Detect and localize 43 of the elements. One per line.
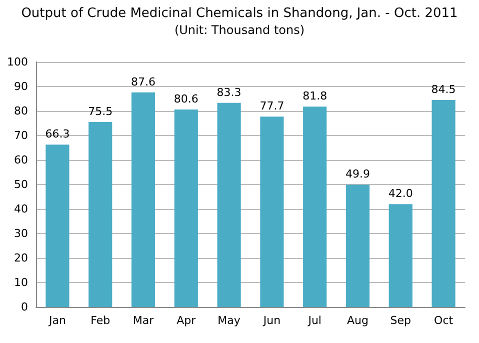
x-tick-label: Jun: [262, 314, 281, 327]
bar: [88, 122, 112, 307]
bar: [432, 100, 456, 307]
y-tick-label: 100: [7, 56, 28, 68]
x-tick-label: Sep: [390, 314, 412, 327]
y-tick-label: 60: [14, 154, 28, 166]
bar: [46, 144, 70, 307]
chart-subtitle: (Unit: Thousand tons): [174, 23, 305, 37]
data-label: 42.0: [388, 187, 413, 200]
y-tick-label: 90: [14, 80, 28, 93]
bar: [346, 184, 370, 307]
bar: [260, 116, 284, 307]
data-label: 80.6: [174, 92, 198, 106]
chart-title: Output of Crude Medicinal Chemicals in Shandong, Jan. - Oct. 2011: [21, 6, 458, 21]
data-label: 87.6: [131, 75, 156, 88]
x-tick-label: Apr: [176, 314, 196, 327]
x-tick-label: Oct: [434, 314, 454, 327]
x-tick-label: Aug: [347, 314, 368, 327]
y-tick-label: 40: [14, 202, 28, 216]
bar: [303, 106, 327, 307]
y-tick-label: 30: [14, 227, 28, 240]
bar: [388, 204, 412, 307]
bar: [174, 110, 198, 307]
x-tick-label: Jan: [48, 314, 66, 327]
y-tick-label: 70: [14, 129, 28, 142]
x-tick-label: Feb: [90, 314, 110, 327]
y-tick-label: 50: [14, 178, 28, 191]
data-label: 77.7: [260, 100, 284, 113]
data-label: 83.3: [216, 86, 242, 99]
data-label: 49.9: [346, 168, 370, 181]
y-tick-label: 20: [14, 252, 28, 264]
data-label: 81.8: [302, 90, 328, 103]
data-label: 75.5: [88, 105, 113, 118]
x-tick-label: Mar: [132, 314, 154, 327]
y-tick-label: 80: [14, 104, 28, 118]
bar: [217, 102, 241, 307]
data-label: 84.5: [431, 82, 456, 96]
x-tick-label: May: [218, 314, 241, 327]
data-label: 66.3: [45, 128, 70, 141]
x-tick-label: Jul: [307, 314, 322, 327]
y-tick-label: 0: [21, 300, 28, 314]
bar: [131, 92, 156, 307]
y-tick-label: 10: [14, 276, 28, 289]
